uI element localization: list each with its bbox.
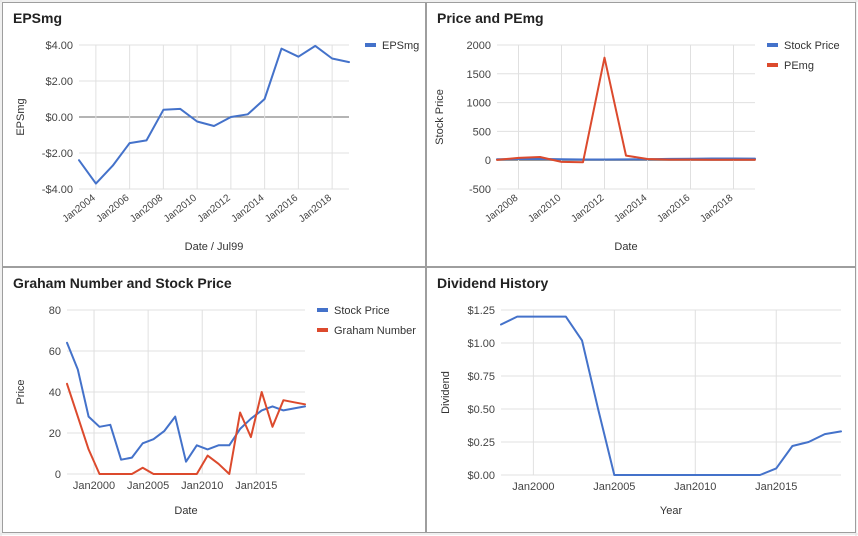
x-tick-label: Jan2012 (196, 192, 233, 225)
x-axis-title: Date (174, 505, 197, 517)
y-tick-label: 60 (49, 346, 61, 358)
y-tick-label: $0.00 (45, 112, 73, 124)
x-tick-label: Jan2015 (755, 481, 797, 493)
y-tick-label: 500 (473, 126, 491, 138)
y-tick-label: $0.50 (467, 404, 495, 416)
x-axis-title: Year (660, 505, 683, 517)
x-tick-label: Jan2006 (94, 192, 131, 225)
eps-chart-title: EPSmg (13, 10, 63, 26)
y-tick-label: $0.25 (467, 437, 495, 449)
legend-label: Stock Price (334, 305, 390, 317)
legend-label: PEmg (784, 60, 814, 72)
x-tick-label: Jan2000 (512, 481, 554, 493)
y-tick-label: $1.25 (467, 305, 495, 317)
x-tick-label: Jan2018 (297, 192, 334, 225)
dividend-chart-panel[interactable]: Dividend History $1.25 $1.00 $0.75 $0.50 $0.… (426, 267, 856, 533)
x-tick-label: Jan2004 (61, 192, 98, 225)
legend-label: Graham Number (334, 325, 416, 337)
series-line-pemg (496, 56, 756, 164)
x-tick-label: Jan2008 (483, 192, 520, 225)
y-tick-label: 80 (49, 305, 61, 317)
series-line-stock-price (496, 157, 756, 161)
x-axis-title: Date / Jul99 (185, 241, 244, 253)
x-axis-title: Date (614, 241, 637, 253)
series-line-epsmg (78, 44, 350, 185)
x-tick-label: Jan2015 (235, 480, 277, 492)
series-line-graham-number (66, 382, 306, 475)
y-tick-label: -500 (469, 184, 491, 196)
graham-chart-panel[interactable]: Graham Number and Stock Price 80 60 40 20 0 J… (2, 267, 426, 533)
x-tick-label: Jan2010 (674, 481, 716, 493)
graham-chart: 80 60 40 20 0 Jan2000 Jan2005 Jan2010 Jan2015 Dat… (15, 305, 416, 517)
x-tick-label: Jan2012 (569, 192, 606, 225)
x-tick-label: Jan2010 (526, 192, 563, 225)
y-tick-label: $0.00 (467, 470, 495, 482)
y-axis-title: Price (15, 379, 27, 404)
y-axis-title: EPSmg (15, 98, 27, 135)
y-axis-title: Stock Price (434, 89, 446, 145)
y-tick-label: 20 (49, 428, 61, 440)
y-tick-label: 40 (49, 387, 61, 399)
x-tick-label: Jan2016 (263, 192, 300, 225)
y-tick-label: $4.00 (45, 40, 73, 52)
legend-label: EPSmg (382, 40, 419, 52)
x-tick-label: Jan2010 (181, 480, 223, 492)
dividend-chart-title: Dividend History (437, 275, 549, 291)
x-tick-label: Jan2005 (127, 480, 169, 492)
legend-label: Stock Price (784, 40, 840, 52)
price-pe-chart-panel[interactable]: Price and PEmg 2000 1500 1000 500 0 -500 Jan20… (426, 2, 856, 267)
y-tick-label: 0 (485, 155, 491, 167)
x-tick-label: Jan2000 (73, 480, 115, 492)
series-line-stock-price (66, 341, 306, 463)
y-tick-label: 1000 (467, 98, 491, 110)
x-tick-label: Jan2008 (128, 192, 165, 225)
y-tick-label: 1500 (467, 69, 491, 81)
eps-chart-panel[interactable]: EPSmg $4.00 $2.00 $0.00 -$2.00 -$4.00 Jan2004… (2, 2, 426, 267)
dividend-chart: $1.25 $1.00 $0.75 $0.50 $0.25 $0.00 Jan2000 Jan… (440, 305, 842, 517)
x-tick-label: Jan2018 (698, 192, 735, 225)
y-tick-label: -$4.00 (42, 184, 73, 196)
y-tick-label: $1.00 (467, 338, 495, 350)
x-tick-label: Jan2014 (612, 192, 649, 225)
y-tick-label: $2.00 (45, 76, 73, 88)
eps-chart: $4.00$2.00$0.00-$2.00-$4.00Jan2004Jan200… (15, 40, 419, 253)
y-tick-label: -$2.00 (42, 148, 73, 160)
y-axis-title: Dividend (440, 371, 452, 414)
x-tick-label: Jan2014 (229, 192, 266, 225)
x-tick-label: Jan2005 (593, 481, 635, 493)
x-tick-label: Jan2010 (162, 192, 199, 225)
y-tick-label: 0 (55, 469, 61, 481)
series-line-dividend (500, 315, 842, 476)
y-tick-label: 2000 (467, 40, 491, 52)
graham-chart-title: Graham Number and Stock Price (13, 275, 232, 291)
x-tick-label: Jan2016 (655, 192, 692, 225)
price-pe-chart-title: Price and PEmg (437, 10, 544, 26)
y-tick-label: $0.75 (467, 371, 495, 383)
